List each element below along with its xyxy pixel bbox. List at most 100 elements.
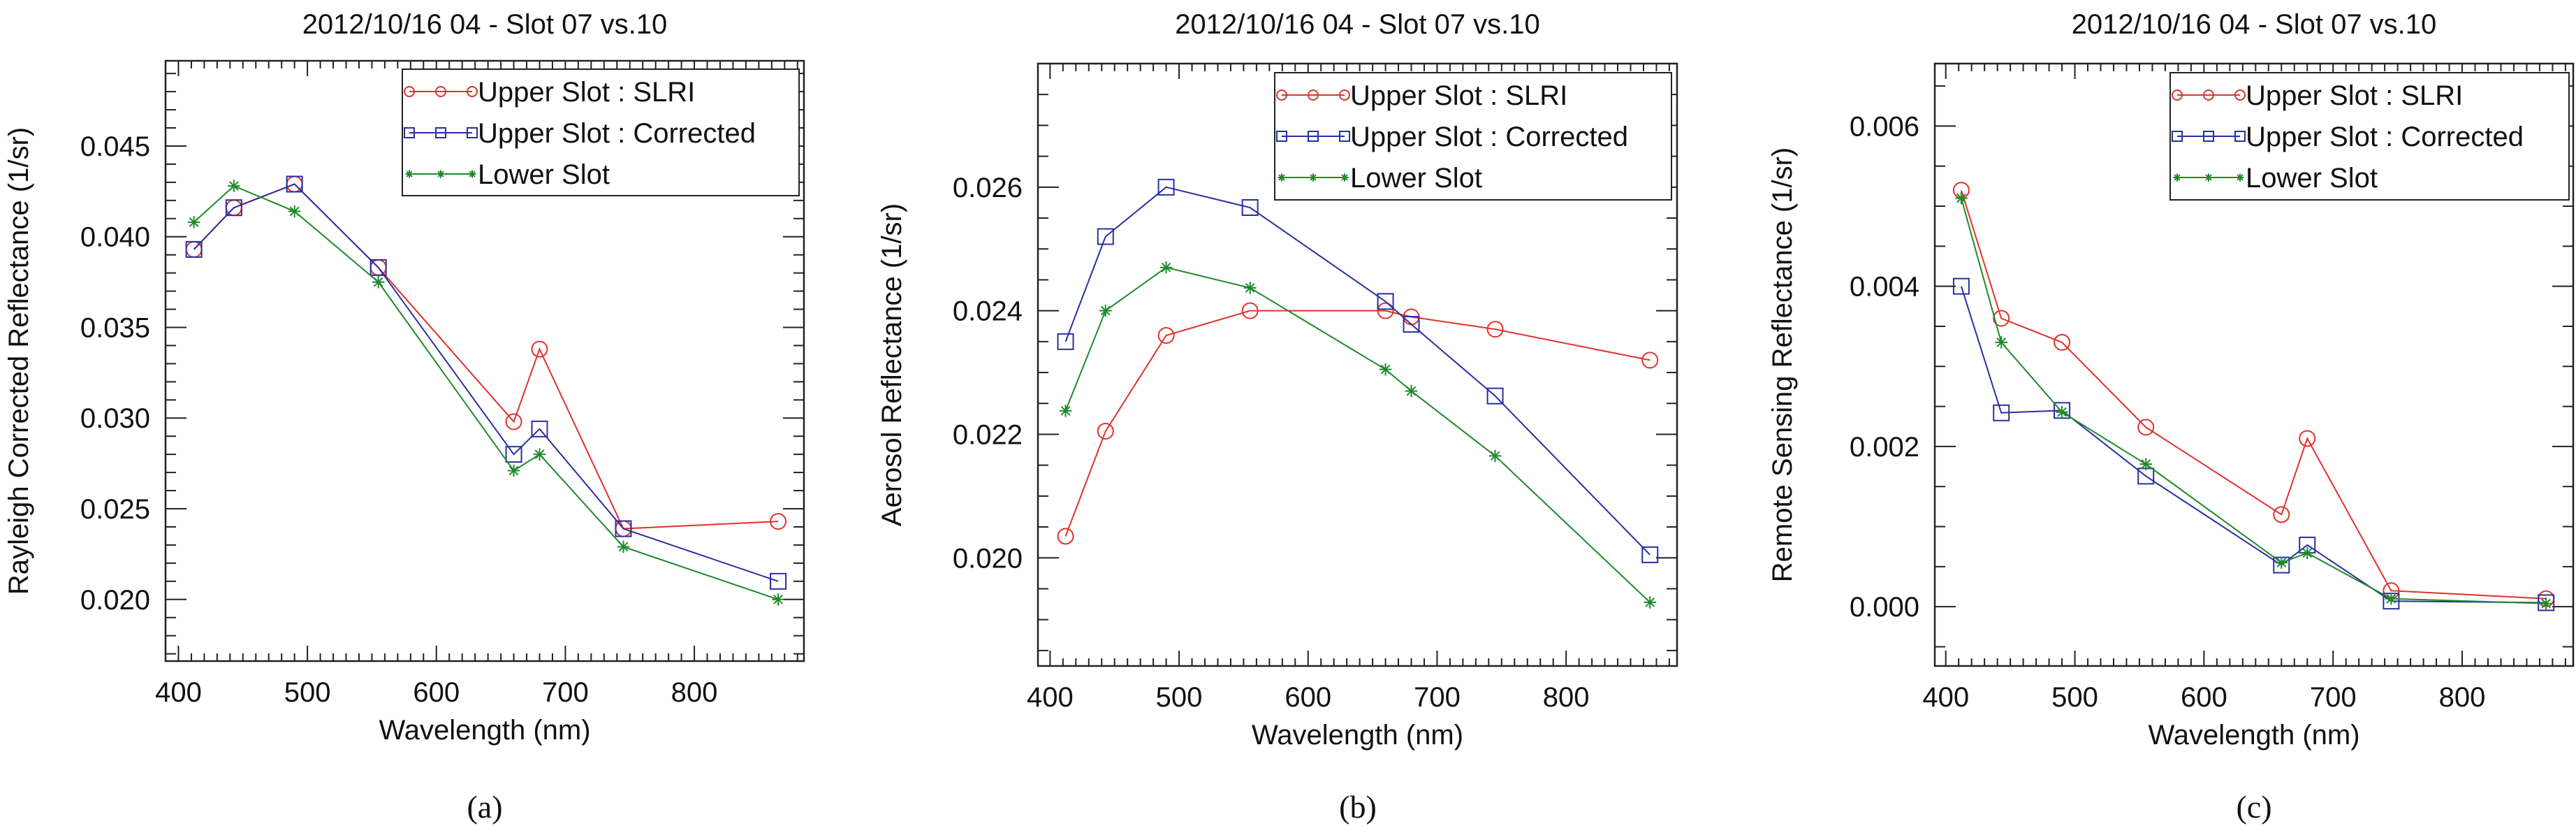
square-marker bbox=[1339, 131, 1350, 142]
series-upper-slot-corrected bbox=[1057, 178, 1659, 563]
circle-marker bbox=[1377, 302, 1394, 319]
square-marker bbox=[1157, 178, 1175, 196]
y-tick-label: 0.035 bbox=[80, 312, 150, 343]
series-line bbox=[1064, 266, 1651, 603]
circle-marker bbox=[435, 86, 446, 97]
chart-panel-c: 2012/10/16 04 - Slot 07 vs.10 400 500 600 70… bbox=[1767, 9, 2575, 825]
square-marker bbox=[1641, 546, 1659, 563]
y-tick-label: 0.045 bbox=[80, 131, 150, 162]
star-marker bbox=[617, 540, 630, 553]
circle-marker bbox=[1276, 89, 1287, 101]
series-upper-slot-corrected bbox=[1952, 277, 2555, 611]
y-tick-label: 0.000 bbox=[1850, 592, 1919, 623]
y-tick-label: 0.002 bbox=[1850, 432, 1919, 463]
square-marker bbox=[2234, 131, 2246, 142]
square-marker bbox=[1486, 387, 1504, 405]
series-line bbox=[1960, 198, 2547, 604]
star-marker bbox=[1995, 336, 2007, 349]
circle-marker bbox=[1993, 310, 2010, 327]
legend-label: Lower Slot bbox=[478, 159, 610, 190]
star-marker bbox=[2204, 173, 2213, 182]
y-tick-label: 0.030 bbox=[80, 403, 150, 434]
legend: Upper Slot : SLRI Upper Slot : Corrected L… bbox=[402, 68, 800, 196]
star-marker bbox=[2275, 556, 2288, 569]
panel-label: (a) bbox=[467, 789, 502, 825]
series-line bbox=[1960, 189, 2547, 600]
square-marker bbox=[1993, 404, 2010, 421]
legend-label: Upper Slot : SLRI bbox=[478, 77, 695, 108]
x-tick-label: 800 bbox=[1543, 682, 1590, 713]
y-tick-label: 0.024 bbox=[953, 296, 1023, 327]
star-marker bbox=[1644, 596, 1657, 609]
panel-label: (c) bbox=[2236, 789, 2271, 825]
star-marker bbox=[1099, 304, 1112, 317]
square-marker bbox=[369, 259, 387, 276]
square-marker bbox=[467, 127, 478, 138]
square-marker bbox=[531, 420, 548, 437]
y-tick-label: 0.020 bbox=[953, 543, 1023, 574]
star-marker bbox=[1340, 173, 1349, 182]
star-marker bbox=[2173, 173, 2181, 182]
y-axis-label: Remote Sensing Reflectance (1/sr) bbox=[1767, 147, 1798, 583]
series-line bbox=[193, 184, 779, 600]
x-tick-label: 700 bbox=[1414, 682, 1461, 713]
circle-marker bbox=[404, 86, 415, 97]
plot-frame bbox=[1933, 62, 2575, 667]
series-upper-slot-slri bbox=[185, 175, 787, 537]
circle-marker bbox=[1241, 302, 1259, 319]
series-upper-slot-slri bbox=[1057, 302, 1659, 545]
square-marker bbox=[435, 127, 446, 138]
star-marker bbox=[533, 448, 546, 461]
circle-marker bbox=[1308, 89, 1319, 101]
y-tick-label: 0.040 bbox=[80, 222, 150, 253]
star-marker bbox=[2139, 458, 2152, 470]
y-tick-label: 0.022 bbox=[953, 419, 1023, 450]
circle-marker bbox=[2273, 506, 2290, 523]
star-marker bbox=[1488, 449, 1502, 463]
star-marker bbox=[1405, 384, 1418, 398]
x-axis-label: Wavelength (nm) bbox=[379, 715, 590, 746]
circle-marker bbox=[1641, 352, 1659, 369]
y-tick-label: 0.026 bbox=[953, 173, 1023, 203]
plot-frame bbox=[1037, 62, 1678, 667]
circle-marker bbox=[505, 413, 522, 430]
legend-label: Upper Slot : Corrected bbox=[478, 118, 756, 149]
x-tick-label: 500 bbox=[2051, 682, 2098, 713]
square-marker bbox=[404, 127, 415, 138]
legend-label: Upper Slot : Corrected bbox=[2246, 122, 2524, 152]
chart-title: 2012/10/16 04 - Slot 07 vs.10 bbox=[302, 9, 668, 40]
square-marker bbox=[225, 199, 242, 217]
star-marker bbox=[1955, 191, 1968, 205]
star-marker bbox=[405, 170, 414, 178]
x-tick-label: 500 bbox=[284, 677, 331, 708]
legend-label: Lower Slot bbox=[1350, 163, 1482, 194]
x-tick-label: 800 bbox=[671, 677, 718, 708]
star-marker bbox=[1309, 173, 1317, 182]
square-marker bbox=[505, 446, 522, 463]
series-lower-slot bbox=[1059, 261, 1657, 609]
star-marker bbox=[437, 170, 445, 178]
x-tick-label: 700 bbox=[542, 677, 589, 708]
x-tick-label: 400 bbox=[1922, 682, 1969, 713]
y-axis-label: Aerosol Reflectance (1/sr) bbox=[877, 203, 907, 526]
legend-label: Lower Slot bbox=[2246, 163, 2378, 194]
square-marker bbox=[1308, 131, 1319, 142]
star-marker bbox=[1278, 173, 1286, 182]
series-line bbox=[193, 183, 779, 530]
square-marker bbox=[1403, 316, 1420, 333]
y-tick-label: 0.025 bbox=[80, 494, 150, 525]
star-marker bbox=[468, 170, 476, 178]
star-marker bbox=[772, 593, 784, 606]
star-marker bbox=[1379, 363, 1392, 376]
square-marker bbox=[770, 572, 787, 590]
square-marker bbox=[2203, 131, 2214, 142]
y-tick-label: 0.020 bbox=[80, 585, 150, 616]
series-lower-slot bbox=[187, 180, 784, 606]
chart-panel-a: 2012/10/16 04 - Slot 07 vs.10 400 500 600 70… bbox=[3, 9, 805, 825]
y-tick-label: 0.006 bbox=[1850, 111, 1919, 142]
square-marker bbox=[185, 240, 203, 258]
circle-marker bbox=[1339, 89, 1350, 101]
circle-marker bbox=[1157, 327, 1175, 345]
star-marker bbox=[187, 216, 200, 229]
